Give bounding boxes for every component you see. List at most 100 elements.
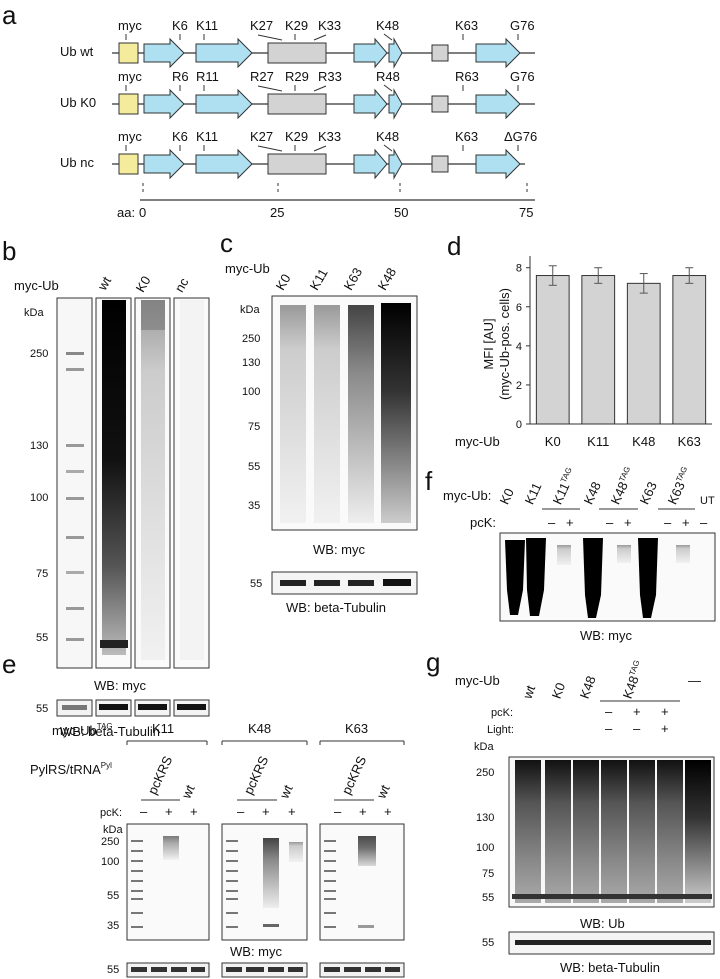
panel-g: g myc-Ub wt K0 K48 K48TAG — pcK: – + + L…: [426, 647, 715, 975]
myc-ub-label: myc-Ub:: [443, 488, 491, 503]
minus: –: [548, 515, 556, 530]
lane-label: K63: [637, 479, 660, 506]
smear: [617, 545, 631, 563]
y-axis-label-1: MFI [AU]: [481, 318, 496, 369]
x-tick-label: K0: [545, 434, 561, 449]
site-label: myc: [118, 129, 142, 144]
marker-75: 75: [36, 568, 48, 580]
site-label: K48: [376, 18, 399, 33]
plus: +: [262, 804, 270, 819]
smear-wt: [102, 300, 126, 655]
ladders: [131, 840, 336, 928]
marker: 35: [107, 920, 119, 932]
panel-letter-f: f: [425, 466, 433, 496]
panel-letter-b: b: [2, 236, 16, 266]
helix-box: [431, 95, 449, 113]
y-tick-label: 2: [516, 380, 522, 392]
tubulin-marker-55: 55: [250, 578, 262, 590]
site-label: G76: [510, 69, 535, 84]
aa-tick-label: 0: [139, 205, 146, 220]
beta-strand-arrow: [388, 88, 403, 120]
helix-box: [267, 153, 327, 175]
tubulin-blot: [221, 962, 308, 978]
plus: +: [624, 515, 632, 530]
marker-250: 250: [30, 348, 48, 360]
site-label: K63: [455, 129, 478, 144]
beta-strand-arrow: [195, 37, 253, 69]
marker: 55: [482, 892, 494, 904]
row-label-wt: Ub wt: [60, 44, 94, 59]
aa-tick-label: 75: [519, 205, 533, 220]
smear: [280, 305, 306, 523]
beta-strand-arrow: [143, 37, 185, 69]
minus: –: [606, 515, 614, 530]
myc-ub-label: myc-Ub: [455, 673, 500, 688]
panel-a: a Ub wt myc K6 K11 K27 K29 K33 K48 K63 G…: [2, 0, 537, 220]
beta-strand-arrow: [143, 88, 185, 120]
band: [177, 704, 206, 710]
row-label-nc: Ub nc: [60, 155, 94, 170]
smear-k11: [526, 538, 546, 616]
panel-letter-d: d: [447, 231, 461, 261]
band: [314, 580, 340, 586]
site-label: R63: [455, 69, 479, 84]
group-label-k48: K48: [248, 721, 271, 736]
smear: [358, 836, 376, 866]
beta-strand-arrow: [388, 37, 403, 69]
myc-ub-label: myc-Ub: [225, 261, 270, 276]
tubulin-blot: [126, 962, 210, 978]
smear-k63: [638, 538, 658, 618]
wb-ub-label: WB: Ub: [580, 916, 625, 931]
beta-strand-arrow: [195, 88, 253, 120]
site-label: K27: [250, 18, 273, 33]
helix-box: [267, 93, 327, 115]
plus: +: [661, 721, 669, 736]
tubulin-marker-55: 55: [482, 937, 494, 949]
site-label: R6: [172, 69, 189, 84]
smear: [515, 760, 541, 903]
y-tick-label: 4: [516, 341, 522, 353]
myc-tag-box: [118, 93, 139, 115]
smear: [573, 760, 599, 903]
band: [263, 924, 279, 927]
smear: [314, 305, 340, 523]
kda-label: kDa: [103, 824, 123, 836]
minus: –: [334, 804, 342, 819]
wt-label: wt: [373, 782, 393, 801]
group-label-k63: K63: [345, 721, 368, 736]
smear: [263, 838, 279, 908]
construct-row-nc: Ub nc myc K6 K11 K27 K29 K33 K48 K63 ΔG7…: [60, 129, 537, 180]
bar-k0: [535, 275, 570, 425]
minus: –: [633, 721, 641, 736]
smear-k48: [583, 538, 603, 618]
x-tick-label: K11: [587, 434, 609, 449]
beta-strand-arrow: [353, 148, 388, 180]
construct-row-k0: Ub K0 myc R6 R11 R27 R29 R33 R48 R63 G76: [60, 69, 535, 120]
wt-label: wt: [178, 782, 198, 801]
x-tick-label: K48: [632, 434, 655, 449]
site-label: R27: [250, 69, 274, 84]
smear: [557, 545, 571, 565]
smear: [381, 303, 411, 523]
beta-strand-arrow: [143, 148, 185, 180]
pck-label: pcK:: [100, 807, 122, 819]
helix-box: [431, 155, 449, 173]
plus: +: [165, 804, 173, 819]
myc-tag-box: [118, 42, 139, 64]
smear: [685, 760, 711, 903]
lane-label: K48TAG: [608, 465, 638, 507]
smear: [657, 760, 683, 903]
beta-strand-arrow: [475, 148, 521, 180]
wb-tubulin-label: WB: beta-Tubulin: [560, 960, 660, 975]
group-label-k11: K11: [152, 721, 174, 736]
bar-k11: [581, 275, 616, 425]
marker: 55: [107, 890, 119, 902]
minus: –: [140, 804, 148, 819]
lane-label: K63: [341, 265, 366, 293]
beta-strand-arrow: [475, 88, 521, 120]
site-label: K27: [250, 129, 273, 144]
site-label: R33: [318, 69, 342, 84]
minus: –: [700, 515, 708, 530]
plus: +: [682, 515, 690, 530]
